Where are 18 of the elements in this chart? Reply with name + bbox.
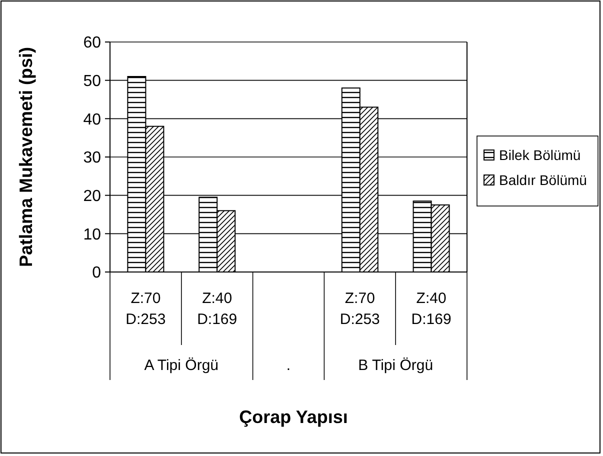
y-axis-title: Patlama Mukavemeti (psi) [16, 46, 36, 268]
y-tick-label: 0 [92, 264, 102, 282]
text: . [286, 357, 291, 374]
x-tick-label: Z:70 D:253 [126, 290, 166, 328]
y-tick-label: 50 [83, 72, 102, 90]
text: B Tipi Örgü [358, 357, 434, 374]
y-tick-label: 60 [83, 34, 102, 52]
text: A Tipi Örgü [144, 357, 218, 374]
x-tick-label: Z:70 D:253 [340, 290, 380, 328]
y-tick-label: 20 [83, 188, 102, 205]
y-tick-label: 40 [83, 111, 102, 128]
y-tick-label: 10 [83, 226, 102, 244]
legend-label: Baldır Bölümü [499, 172, 587, 188]
x-tick-label: Z:40 D:169 [197, 290, 238, 328]
y-tick-label: 30 [83, 150, 102, 167]
legend-label: Bilek Bölümü [499, 146, 581, 163]
x-tick-label: Z:40 D:169 [411, 290, 452, 328]
x-axis-title: Çorap Yapısı [239, 407, 348, 427]
